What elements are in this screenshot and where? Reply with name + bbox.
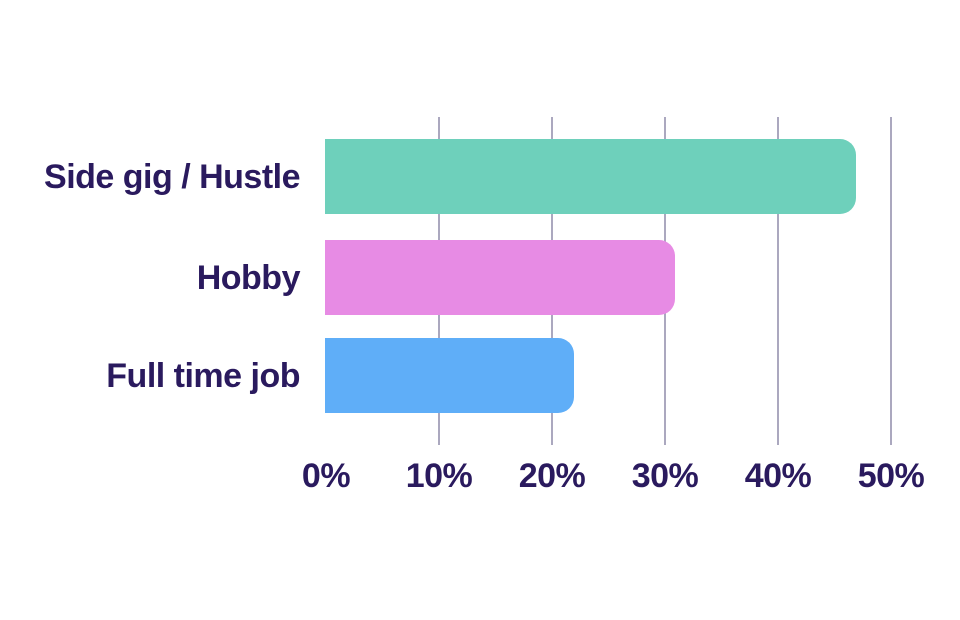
x-tick-label-50: 50% [857, 457, 925, 495]
bar-side-gig-hustle [325, 139, 857, 214]
bar-full-time-job [325, 338, 574, 413]
category-label-full-time-job: Full time job [106, 356, 300, 395]
x-tick-label-20: 20% [518, 457, 586, 495]
x-tick-label-0: 0% [301, 457, 351, 495]
x-tick-label-30: 30% [631, 457, 699, 495]
x-tick-label-10: 10% [405, 457, 473, 495]
category-label-side-gig-hustle: Side gig / Hustle [44, 157, 300, 196]
bar-hobby [325, 240, 676, 315]
category-label-hobby: Hobby [196, 258, 301, 297]
gridline-50 [890, 117, 892, 445]
x-tick-label-40: 40% [744, 457, 812, 495]
gridline-40 [777, 117, 779, 445]
